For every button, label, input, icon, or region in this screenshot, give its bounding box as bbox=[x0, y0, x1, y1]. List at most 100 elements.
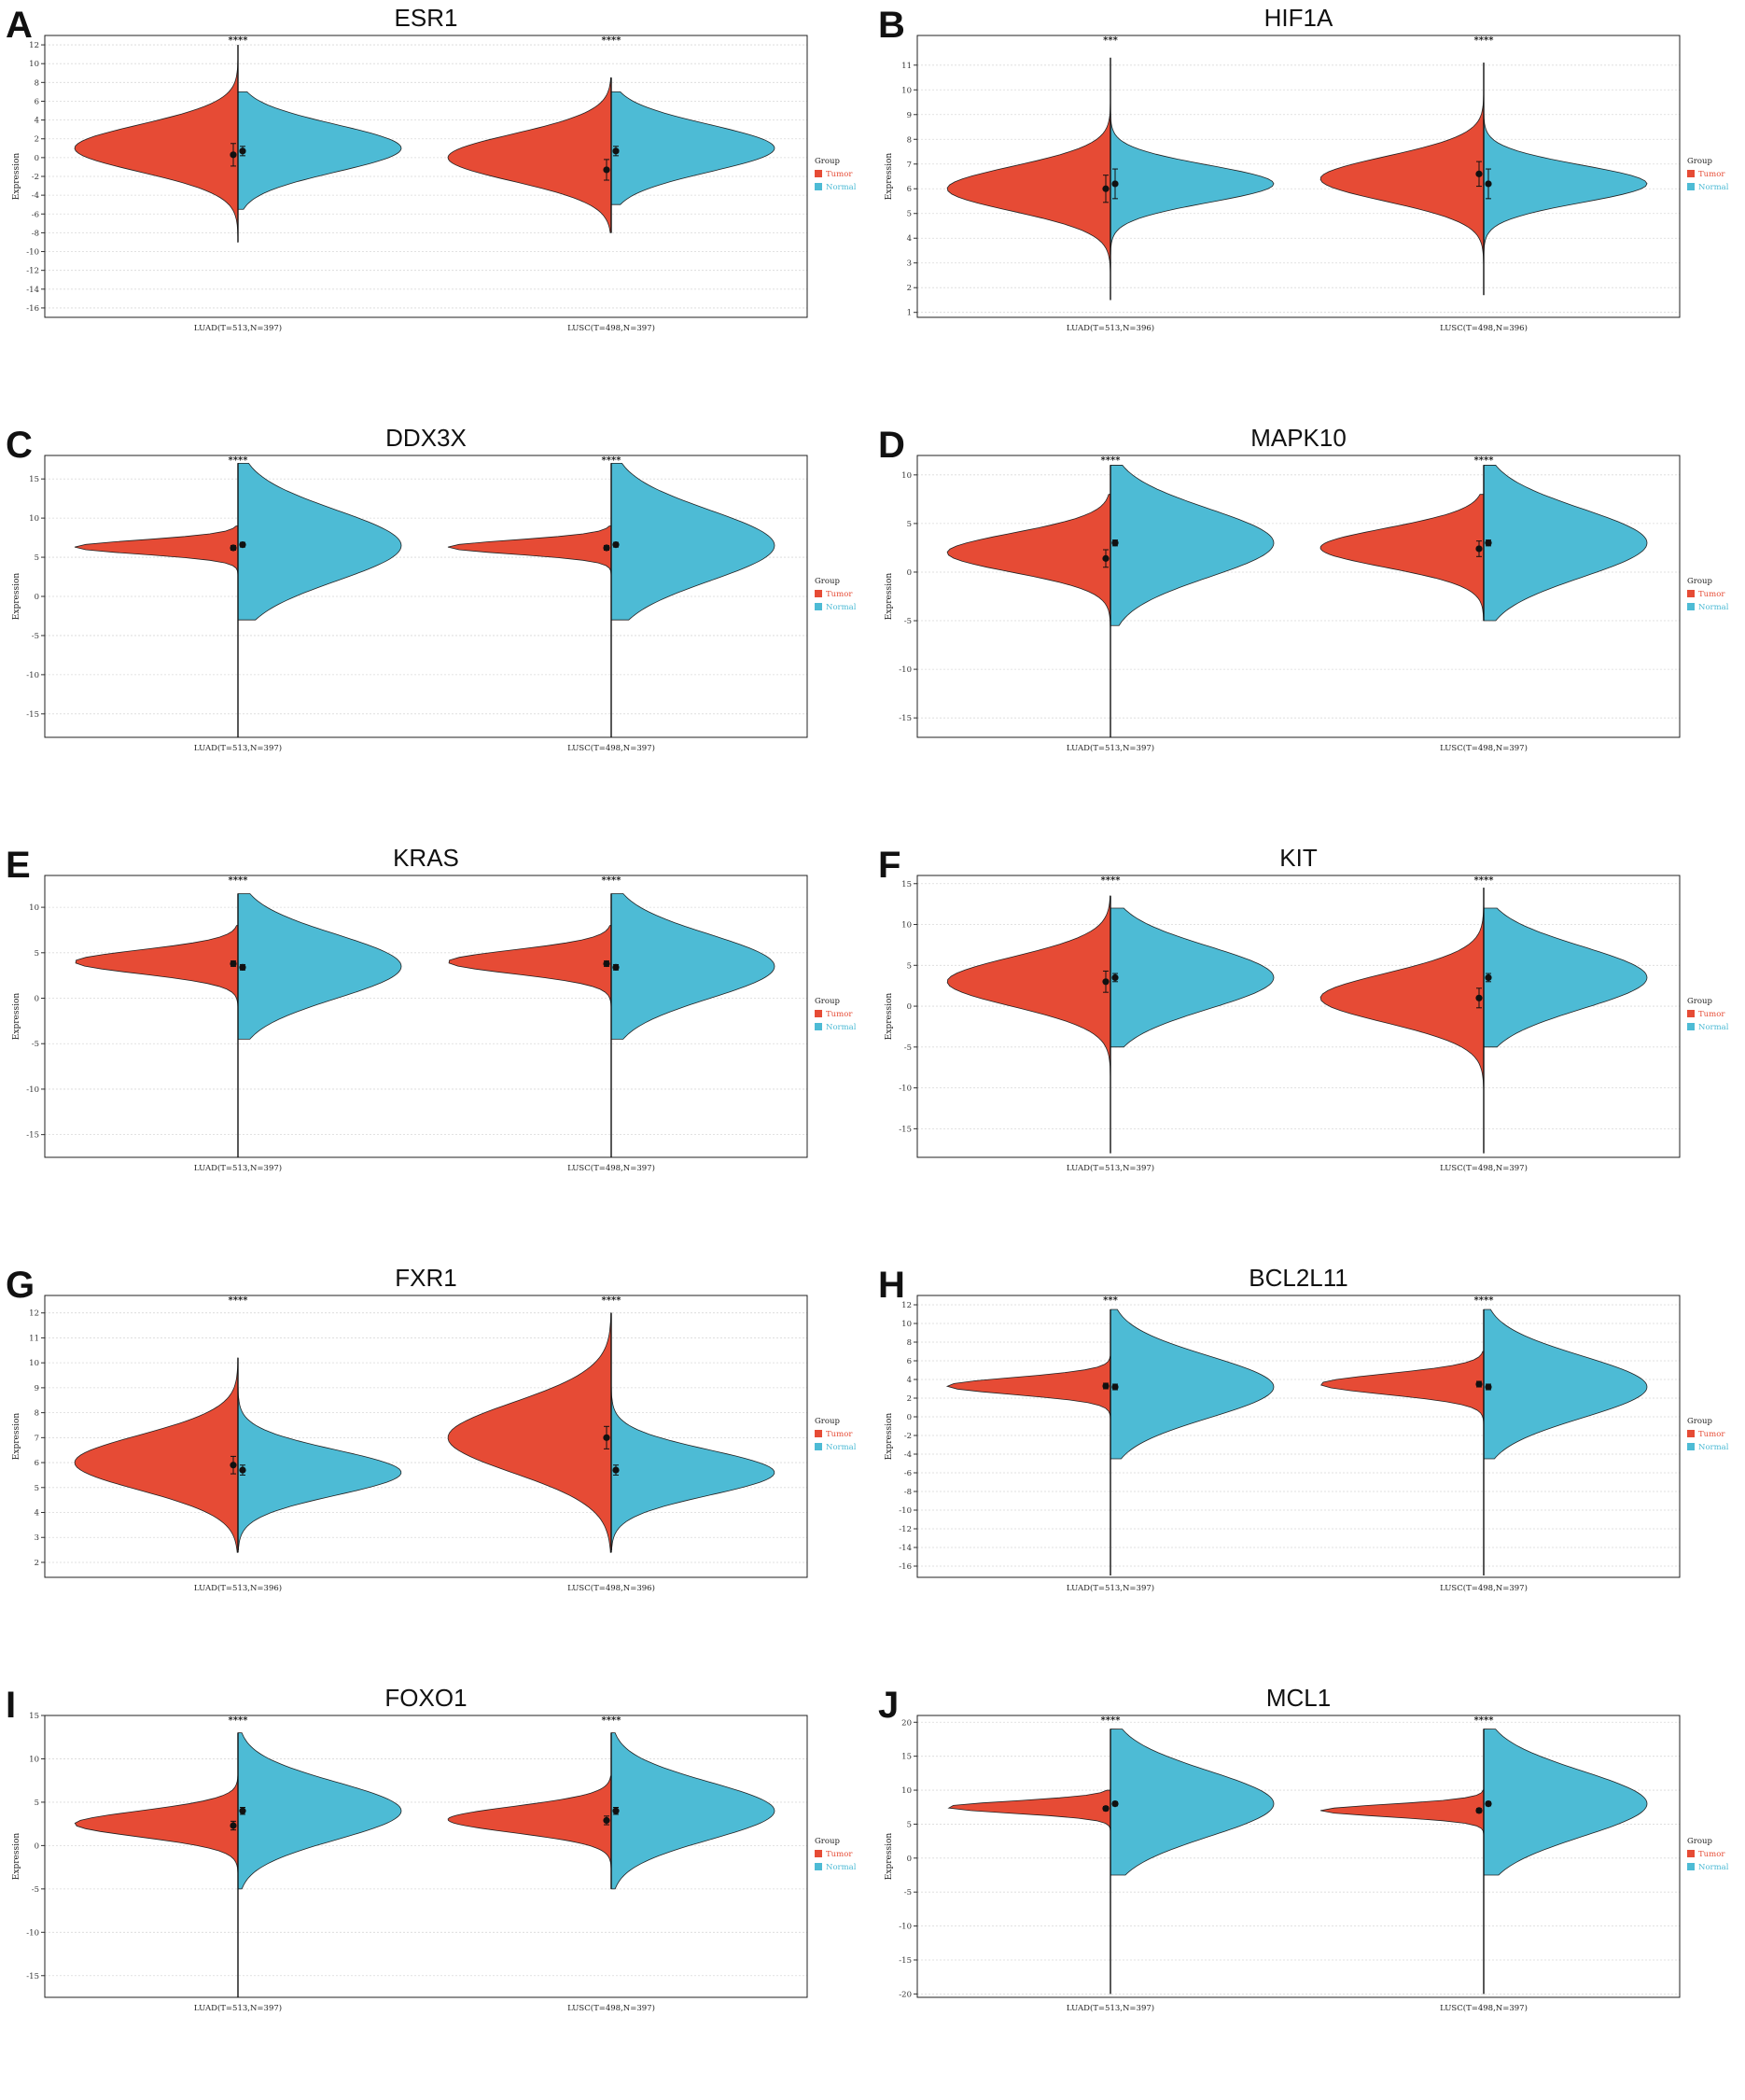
panel-c: C DDX3X -15 -10 -5 0 5 10 15 Expression **** LUAD(T… bbox=[0, 420, 872, 840]
significance-label: **** bbox=[602, 35, 622, 46]
normal-mean-point bbox=[1485, 1383, 1492, 1391]
normal-violin bbox=[1483, 464, 1648, 622]
x-category-label: LUAD(T=513,N=397) bbox=[1067, 2003, 1154, 2013]
tumor-violin bbox=[1319, 888, 1485, 1154]
y-tick-label: 4 bbox=[907, 1376, 912, 1385]
y-tick-label: 15 bbox=[29, 475, 39, 484]
legend-label-tumor: Tumor bbox=[1698, 1010, 1725, 1019]
normal-violin bbox=[237, 893, 402, 1040]
violin-chart: B HIF1A 1 2 3 4 5 6 7 8 9 10 11 Expression *** LUAD(T=5… bbox=[878, 4, 1729, 333]
legend-swatch-normal bbox=[1687, 1863, 1695, 1870]
y-tick-label: 12 bbox=[29, 1309, 39, 1319]
legend-swatch-normal bbox=[1687, 603, 1695, 610]
normal-violin bbox=[1110, 464, 1275, 626]
normal-violin bbox=[1110, 907, 1275, 1048]
violin-chart: C DDX3X -15 -10 -5 0 5 10 15 Expression **** LUAD(T… bbox=[6, 424, 857, 753]
tumor-violin bbox=[448, 925, 612, 1157]
chart-title: KRAS bbox=[393, 844, 459, 872]
normal-violin bbox=[237, 91, 402, 210]
violin-chart: I FOXO1 -15 -10 -5 0 5 10 15 Expression **** LUAD(T… bbox=[6, 1684, 857, 2013]
y-tick-label: -8 bbox=[904, 1488, 912, 1497]
significance-label: **** bbox=[1474, 1295, 1495, 1306]
tumor-mean-point bbox=[1475, 170, 1483, 177]
y-tick-label: 11 bbox=[29, 1334, 39, 1343]
tumor-violin bbox=[1319, 63, 1485, 275]
y-tick-label: 11 bbox=[901, 62, 912, 71]
y-tick-label: 0 bbox=[35, 995, 39, 1004]
y-tick-label: -2 bbox=[904, 1432, 912, 1441]
y-tick-label: 7 bbox=[907, 161, 912, 170]
violin-chart: F KIT -15 -10 -5 0 5 10 15 Expression **** LUAD(T=5… bbox=[878, 844, 1729, 1173]
tumor-mean-point bbox=[603, 1816, 610, 1825]
y-tick-label: 1 bbox=[907, 309, 912, 318]
violin-chart: D MAPK10 -15 -10 -5 0 5 10 Expression **** LUAD(T=… bbox=[878, 424, 1729, 753]
legend-label-normal: Normal bbox=[1698, 1023, 1729, 1032]
legend-label-normal: Normal bbox=[1698, 183, 1729, 192]
significance-label: **** bbox=[229, 1295, 249, 1306]
tumor-violin bbox=[447, 77, 612, 233]
y-tick-label: 9 bbox=[35, 1384, 39, 1393]
y-tick-label: 10 bbox=[901, 471, 912, 481]
tumor-violin bbox=[1319, 494, 1485, 622]
y-tick-label: 4 bbox=[907, 234, 912, 244]
y-tick-label: 5 bbox=[907, 520, 912, 529]
legend-swatch-tumor bbox=[815, 1430, 822, 1437]
y-tick-label: 0 bbox=[907, 568, 912, 578]
plot-frame bbox=[916, 455, 1681, 738]
x-category-label: LUAD(T=513,N=396) bbox=[1067, 323, 1154, 333]
y-tick-label: 0 bbox=[35, 593, 39, 602]
x-category-label: LUSC(T=498,N=396) bbox=[1440, 323, 1528, 333]
y-tick-label: 10 bbox=[29, 903, 39, 913]
y-tick-label: -2 bbox=[32, 173, 39, 182]
tumor-violin bbox=[74, 525, 239, 737]
legend-label-normal: Normal bbox=[826, 183, 857, 192]
significance-label: **** bbox=[1101, 875, 1122, 886]
legend-title: Group bbox=[1687, 1837, 1712, 1846]
y-tick-label: 9 bbox=[907, 111, 912, 120]
y-tick-label: 2 bbox=[907, 1394, 912, 1404]
y-tick-label: -10 bbox=[899, 1923, 912, 1932]
tumor-mean-point bbox=[1102, 1805, 1110, 1813]
normal-mean-point bbox=[1111, 180, 1119, 188]
violin-chart: E KRAS -15 -10 -5 0 5 10 Expression **** LUAD(T=51… bbox=[6, 844, 857, 1173]
y-tick-label: 12 bbox=[29, 41, 39, 50]
normal-mean-point bbox=[612, 1807, 620, 1814]
legend-label-tumor: Tumor bbox=[826, 590, 853, 599]
y-tick-label: 5 bbox=[35, 949, 39, 959]
y-tick-label: -20 bbox=[899, 1990, 912, 1999]
tumor-mean-point bbox=[230, 151, 237, 159]
tumor-mean-point bbox=[1475, 994, 1483, 1001]
tumor-violin bbox=[1320, 1351, 1485, 1575]
normal-violin bbox=[237, 1375, 402, 1551]
y-tick-label: -5 bbox=[904, 617, 912, 626]
significance-label: **** bbox=[602, 455, 622, 466]
violin-chart: A ESR1 -16 -14 -12 -10 -8 -6 -4 -2 0 2 4 6 8 10 12 Expres… bbox=[6, 4, 857, 333]
tumor-violin bbox=[74, 1775, 239, 1997]
y-tick-label: -12 bbox=[899, 1525, 912, 1534]
significance-label: *** bbox=[1103, 1295, 1118, 1306]
y-tick-label: -15 bbox=[26, 1972, 39, 1981]
legend-title: Group bbox=[1687, 577, 1712, 586]
panel-letter: A bbox=[6, 5, 33, 46]
y-axis-label: Expression bbox=[885, 1413, 894, 1461]
legend-label-tumor: Tumor bbox=[1698, 1430, 1725, 1439]
y-axis-label: Expression bbox=[885, 153, 894, 201]
normal-violin bbox=[1110, 77, 1275, 275]
significance-label: **** bbox=[229, 875, 249, 886]
significance-label: **** bbox=[229, 1715, 249, 1726]
y-tick-label: 20 bbox=[901, 1718, 912, 1728]
y-tick-label: 5 bbox=[35, 1799, 39, 1808]
y-tick-label: 15 bbox=[901, 1753, 912, 1762]
x-category-label: LUAD(T=513,N=397) bbox=[1067, 1583, 1154, 1593]
legend-swatch-tumor bbox=[815, 590, 822, 597]
y-tick-label: 5 bbox=[907, 961, 912, 971]
y-tick-label: -15 bbox=[899, 1125, 912, 1134]
y-tick-label: 3 bbox=[907, 259, 912, 269]
y-tick-label: 0 bbox=[907, 1413, 912, 1422]
normal-violin bbox=[1110, 1729, 1275, 1876]
normal-violin bbox=[1483, 1309, 1648, 1460]
y-tick-label: 8 bbox=[907, 1338, 912, 1348]
y-tick-label: -4 bbox=[904, 1450, 912, 1460]
tumor-mean-point bbox=[1102, 185, 1110, 192]
tumor-violin bbox=[74, 1357, 239, 1553]
